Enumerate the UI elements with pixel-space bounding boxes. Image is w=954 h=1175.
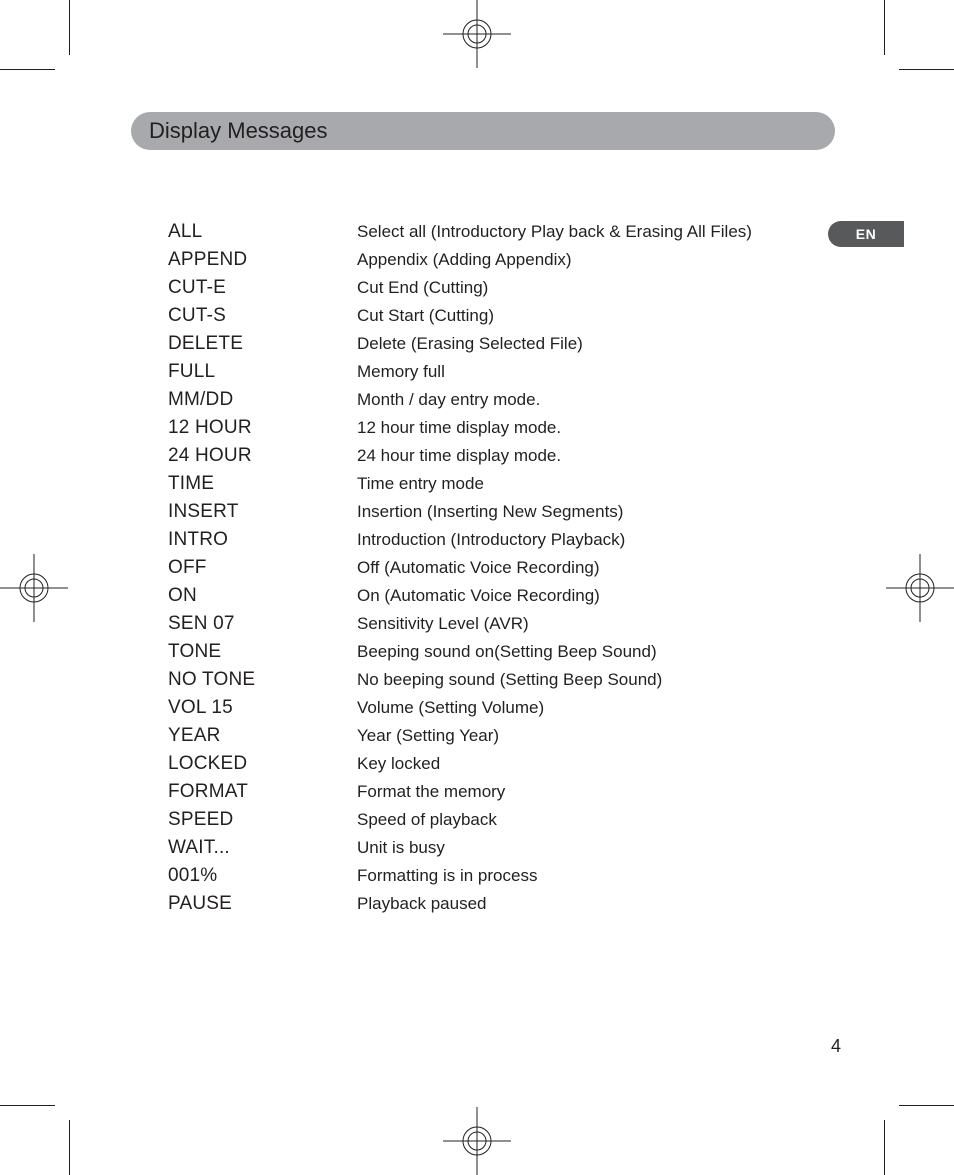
list-item: VOL 15Volume (Setting Volume) [168, 697, 818, 725]
message-description: Volume (Setting Volume) [357, 698, 544, 718]
message-term: ON [168, 585, 357, 607]
list-item: NO TONENo beeping sound (Setting Beep So… [168, 669, 818, 697]
list-item: 24 HOUR24 hour time display mode. [168, 445, 818, 473]
list-item: ALLSelect all (Introductory Play back & … [168, 221, 818, 249]
message-term: 001% [168, 865, 357, 887]
message-description: Insertion (Inserting New Segments) [357, 502, 623, 522]
list-item: WAIT...Unit is busy [168, 837, 818, 865]
message-description: Time entry mode [357, 474, 484, 494]
registration-mark-icon [443, 1107, 511, 1175]
message-description: Playback paused [357, 894, 486, 914]
list-item: MM/DDMonth / day entry mode. [168, 389, 818, 417]
message-description: Speed of playback [357, 810, 497, 830]
list-item: CUT-ECut End (Cutting) [168, 277, 818, 305]
list-item: 12 HOUR12 hour time display mode. [168, 417, 818, 445]
list-item: SPEEDSpeed of playback [168, 809, 818, 837]
message-term: 24 HOUR [168, 445, 357, 467]
message-term: FULL [168, 361, 357, 383]
message-term: MM/DD [168, 389, 357, 411]
message-description: Appendix (Adding Appendix) [357, 250, 572, 270]
message-term: CUT-E [168, 277, 357, 299]
list-item: OFFOff (Automatic Voice Recording) [168, 557, 818, 585]
crop-mark [899, 69, 954, 70]
crop-mark [884, 1120, 885, 1175]
message-term: LOCKED [168, 753, 357, 775]
message-term: VOL 15 [168, 697, 357, 719]
display-messages-list: ALLSelect all (Introductory Play back & … [168, 221, 818, 921]
message-term: YEAR [168, 725, 357, 747]
message-description: Sensitivity Level (AVR) [357, 614, 529, 634]
crop-mark [69, 0, 70, 55]
message-term: DELETE [168, 333, 357, 355]
message-term: 12 HOUR [168, 417, 357, 439]
language-badge: EN [828, 221, 904, 247]
message-description: Introduction (Introductory Playback) [357, 530, 625, 550]
crop-mark [899, 1105, 954, 1106]
message-term: INTRO [168, 529, 357, 551]
list-item: ONOn (Automatic Voice Recording) [168, 585, 818, 613]
list-item: PAUSEPlayback paused [168, 893, 818, 921]
message-description: Format the memory [357, 782, 505, 802]
list-item: SEN 07Sensitivity Level (AVR) [168, 613, 818, 641]
message-term: APPEND [168, 249, 357, 271]
page-number: 4 [831, 1036, 841, 1057]
crop-mark [884, 0, 885, 55]
registration-mark-icon [0, 554, 68, 622]
list-item: TONEBeeping sound on(Setting Beep Sound) [168, 641, 818, 669]
message-description: Year (Setting Year) [357, 726, 499, 746]
message-term: TONE [168, 641, 357, 663]
list-item: FORMATFormat the memory [168, 781, 818, 809]
message-term: CUT-S [168, 305, 357, 327]
message-description: No beeping sound (Setting Beep Sound) [357, 670, 662, 690]
message-term: INSERT [168, 501, 357, 523]
message-term: WAIT... [168, 837, 357, 859]
message-description: Cut End (Cutting) [357, 278, 488, 298]
list-item: INSERTInsertion (Inserting New Segments) [168, 501, 818, 529]
message-term: TIME [168, 473, 357, 495]
crop-mark [0, 1105, 55, 1106]
section-title-bar: Display Messages [131, 112, 835, 150]
message-term: SPEED [168, 809, 357, 831]
message-description: 24 hour time display mode. [357, 446, 561, 466]
list-item: YEARYear (Setting Year) [168, 725, 818, 753]
message-description: Unit is busy [357, 838, 445, 858]
list-item: 001%Formatting is in process [168, 865, 818, 893]
message-description: Key locked [357, 754, 440, 774]
message-term: FORMAT [168, 781, 357, 803]
registration-mark-icon [443, 0, 511, 68]
message-term: PAUSE [168, 893, 357, 915]
message-description: Select all (Introductory Play back & Era… [357, 222, 752, 242]
message-description: On (Automatic Voice Recording) [357, 586, 600, 606]
crop-mark [0, 69, 55, 70]
message-description: Cut Start (Cutting) [357, 306, 494, 326]
message-description: 12 hour time display mode. [357, 418, 561, 438]
list-item: APPENDAppendix (Adding Appendix) [168, 249, 818, 277]
list-item: INTROIntroduction (Introductory Playback… [168, 529, 818, 557]
crop-mark [69, 1120, 70, 1175]
message-term: SEN 07 [168, 613, 357, 635]
message-description: Month / day entry mode. [357, 390, 540, 410]
page-area: Display Messages EN ALLSelect all (Intro… [69, 69, 885, 1106]
message-description: Beeping sound on(Setting Beep Sound) [357, 642, 657, 662]
list-item: FULLMemory full [168, 361, 818, 389]
message-description: Off (Automatic Voice Recording) [357, 558, 600, 578]
message-term: ALL [168, 221, 357, 243]
message-description: Delete (Erasing Selected File) [357, 334, 583, 354]
registration-mark-icon [886, 554, 954, 622]
language-badge-label: EN [856, 226, 876, 242]
message-term: OFF [168, 557, 357, 579]
section-title: Display Messages [149, 118, 328, 144]
message-description: Formatting is in process [357, 866, 537, 886]
list-item: DELETEDelete (Erasing Selected File) [168, 333, 818, 361]
list-item: TIMETime entry mode [168, 473, 818, 501]
message-description: Memory full [357, 362, 445, 382]
message-term: NO TONE [168, 669, 357, 691]
list-item: LOCKEDKey locked [168, 753, 818, 781]
list-item: CUT-SCut Start (Cutting) [168, 305, 818, 333]
